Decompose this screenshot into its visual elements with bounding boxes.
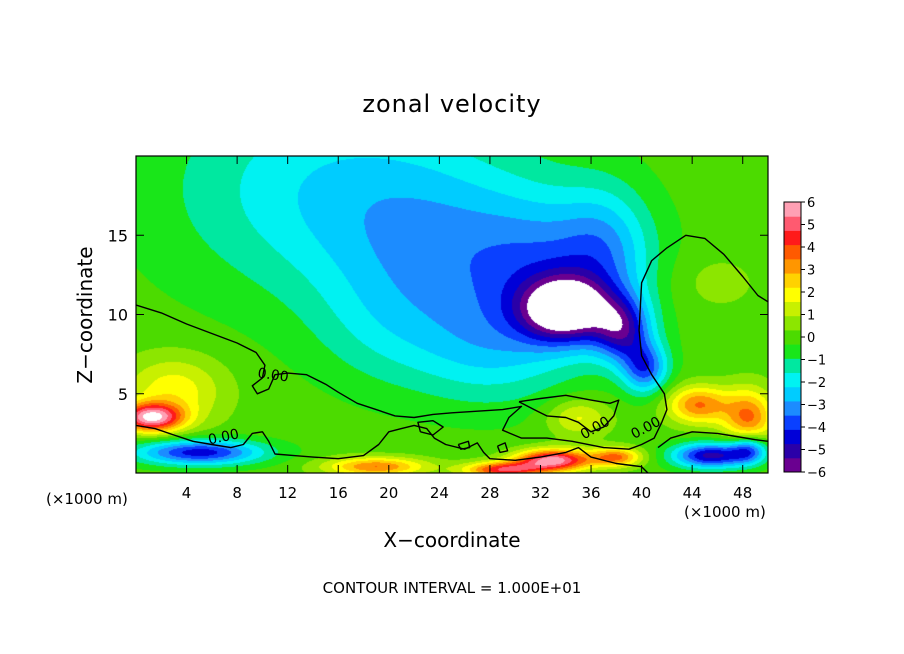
colorbar-swatch	[784, 329, 801, 345]
x-tick-label: 8	[232, 484, 242, 502]
colorbar-swatch	[784, 287, 801, 302]
colorbar-tick-label: −5	[807, 444, 826, 459]
colorbar-tick-label: 4	[807, 241, 815, 256]
colorbar-swatch	[784, 443, 801, 459]
plot-area: 0.000.00 0.00 0.00	[135, 155, 769, 474]
x-tick-label: 20	[379, 484, 398, 502]
colorbar-swatch	[784, 429, 801, 445]
colorbar-swatch	[784, 273, 801, 288]
colorbar-tick-label: 1	[807, 309, 815, 324]
colorbar-tick-label: −4	[807, 421, 826, 436]
x-tick-label: 40	[632, 484, 651, 502]
y-axis-label: Z−coordinate	[73, 246, 97, 383]
contour-layer	[136, 234, 768, 473]
contour-line-4	[518, 394, 620, 433]
y-tick-label: 5	[118, 385, 128, 404]
x-tick-label: 24	[430, 484, 449, 502]
colorbar-tick-label: 0	[807, 331, 815, 346]
colorbar-tick-label: −3	[807, 399, 826, 414]
colorbar-swatch	[784, 230, 801, 246]
y-tick-label: 15	[108, 226, 128, 245]
colorbar: 6 5 4 3 2 1 0 −1 −2 −3 −4 −5 −6	[783, 196, 826, 481]
chart-title: zonal velocity	[362, 90, 541, 118]
x-tick-label: 44	[683, 484, 702, 502]
colorbar-swatch	[784, 301, 801, 317]
colorbar-tick-label: 2	[807, 286, 815, 301]
colorbar-swatch	[784, 244, 801, 260]
colorbar-swatch	[784, 386, 801, 402]
contour-line-1	[136, 234, 768, 450]
y-tick-label: 10	[108, 306, 128, 325]
velocity-field	[136, 156, 768, 473]
colorbar-labels: 6 5 4 3 2 1 0 −1 −2 −3 −4 −5 −6	[801, 196, 826, 481]
contour-label: 0.00	[257, 365, 290, 385]
colorbar-swatch	[784, 216, 801, 231]
x-tick-label: 48	[733, 484, 752, 502]
colorbar-swatch	[784, 344, 801, 359]
colorbar-swatch	[784, 358, 801, 374]
contour-line-6	[457, 440, 471, 450]
x-tick-label: 12	[278, 484, 297, 502]
colorbar-tick-label: −6	[807, 466, 826, 481]
contour-line-7	[496, 442, 509, 454]
colorbar-swatches	[784, 202, 801, 473]
y-axis-ticks: 5 10 15	[108, 226, 768, 404]
colorbar-swatch	[784, 315, 801, 331]
colorbar-swatch	[784, 372, 801, 388]
x-tick-label: 36	[581, 484, 600, 502]
x-unit-right: (×1000 m)	[684, 503, 766, 521]
colorbar-swatch	[784, 457, 801, 473]
x-tick-label: 28	[480, 484, 499, 502]
contour-line-2	[136, 424, 649, 473]
colorbar-swatch	[784, 258, 801, 274]
x-axis-label: X−coordinate	[383, 528, 520, 552]
colorbar-swatch	[784, 415, 801, 430]
colorbar-swatch	[784, 400, 801, 416]
x-tick-label: 16	[329, 484, 348, 502]
colorbar-tick-label: 5	[807, 219, 815, 234]
x-axis-ticks: 4 8 12 16 20 24 28 32 36 40 44 48	[182, 156, 752, 502]
contour-interval-note: CONTOUR INTERVAL = 1.000E+01	[323, 579, 582, 597]
colorbar-tick-label: 6	[807, 196, 815, 211]
colorbar-tick-label: −2	[807, 376, 826, 391]
contour-line-5	[657, 431, 768, 449]
colorbar-tick-label: −1	[807, 354, 826, 369]
x-tick-label: 32	[531, 484, 550, 502]
contour-label: 0.00	[207, 426, 241, 448]
x-unit-left: (×1000 m)	[46, 490, 128, 508]
colorbar-swatch	[784, 202, 801, 217]
colorbar-tick-label: 3	[807, 264, 815, 279]
x-tick-label: 4	[182, 484, 192, 502]
contour-line-3	[417, 420, 444, 436]
